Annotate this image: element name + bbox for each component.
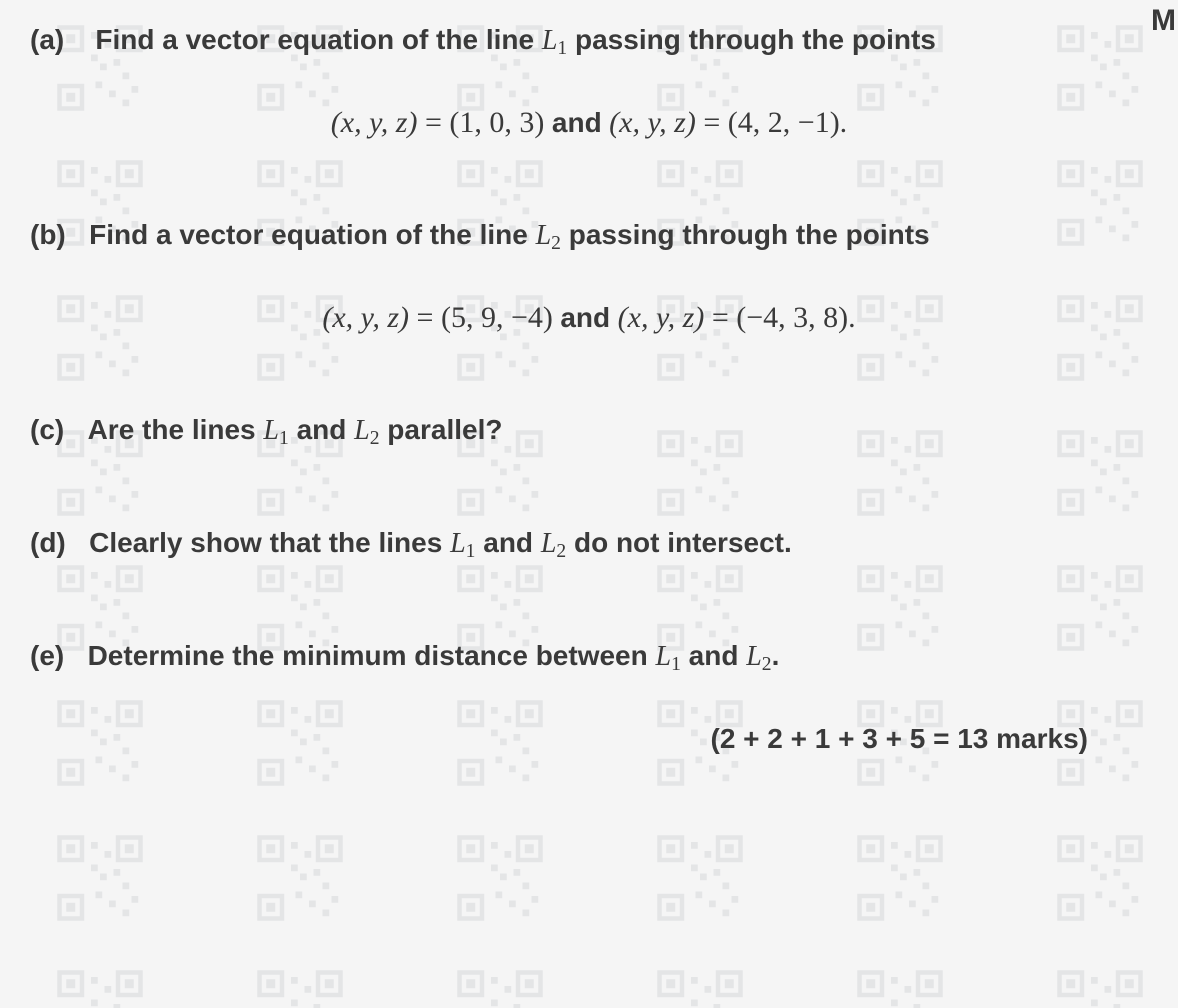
part-a-line-symbol: L	[542, 25, 558, 56]
part-a-label: (a)	[30, 24, 64, 55]
part-c-text-before: Are the lines	[88, 414, 264, 445]
part-b-line-symbol: L	[536, 220, 552, 251]
part-c-mid: and	[289, 414, 354, 445]
part-e-l1-sym: L	[656, 641, 672, 672]
part-c-l1-sym: L	[263, 415, 279, 446]
part-a-equation: (x, y, z) = (1, 0, 3) and (x, y, z) = (4…	[30, 101, 1148, 145]
part-e-mid: and	[681, 640, 746, 671]
part-d-l2-sub: 2	[556, 541, 566, 562]
part-b-text-before: Find a vector equation of the line	[89, 219, 535, 250]
part-b-label: (b)	[30, 219, 66, 250]
part-a-text-before: Find a vector equation of the line	[95, 24, 541, 55]
part-c-l2-sub: 2	[370, 427, 380, 448]
part-c-l2-sym: L	[354, 415, 370, 446]
part-b-line-sub: 2	[551, 233, 561, 254]
corner-letter: M	[1151, 4, 1176, 38]
question-content: (a) Find a vector equation of the line L…	[0, 0, 1178, 790]
part-a-line-sub: 1	[557, 38, 567, 59]
part-c-l1-sub: 1	[279, 427, 289, 448]
part-b: (b) Find a vector equation of the line L…	[30, 215, 1148, 340]
part-b-equation: (x, y, z) = (5, 9, −4) and (x, y, z) = (…	[30, 296, 1148, 340]
part-e: (e) Determine the minimum distance betwe…	[30, 636, 1148, 760]
part-e-text-before: Determine the minimum distance between	[88, 640, 656, 671]
part-d-label: (d)	[30, 527, 66, 558]
part-d-text-before: Clearly show that the lines	[89, 527, 450, 558]
part-d-text-after: do not intersect.	[566, 527, 792, 558]
part-a: (a) Find a vector equation of the line L…	[30, 20, 1148, 145]
part-d-l2-sym: L	[541, 528, 557, 559]
part-b-text-after: passing through the points	[561, 219, 930, 250]
part-c-text-after: parallel?	[380, 414, 503, 445]
part-e-text-after: .	[772, 640, 780, 671]
part-c: (c) Are the lines L1 and L2 parallel?	[30, 410, 1148, 453]
part-d: (d) Clearly show that the lines L1 and L…	[30, 523, 1148, 566]
part-d-l1-sub: 1	[466, 541, 476, 562]
marks-allocation: (2 + 2 + 1 + 3 + 5 = 13 marks)	[30, 719, 1148, 760]
part-a-text-after: passing through the points	[567, 24, 936, 55]
part-e-l2-sym: L	[746, 641, 762, 672]
part-d-mid: and	[475, 527, 540, 558]
part-a-and: and	[552, 107, 602, 138]
part-d-l1-sym: L	[450, 528, 466, 559]
part-b-and: and	[560, 302, 610, 333]
part-c-label: (c)	[30, 414, 64, 445]
part-e-l1-sub: 1	[671, 654, 681, 675]
part-e-l2-sub: 2	[762, 654, 772, 675]
part-e-label: (e)	[30, 640, 64, 671]
